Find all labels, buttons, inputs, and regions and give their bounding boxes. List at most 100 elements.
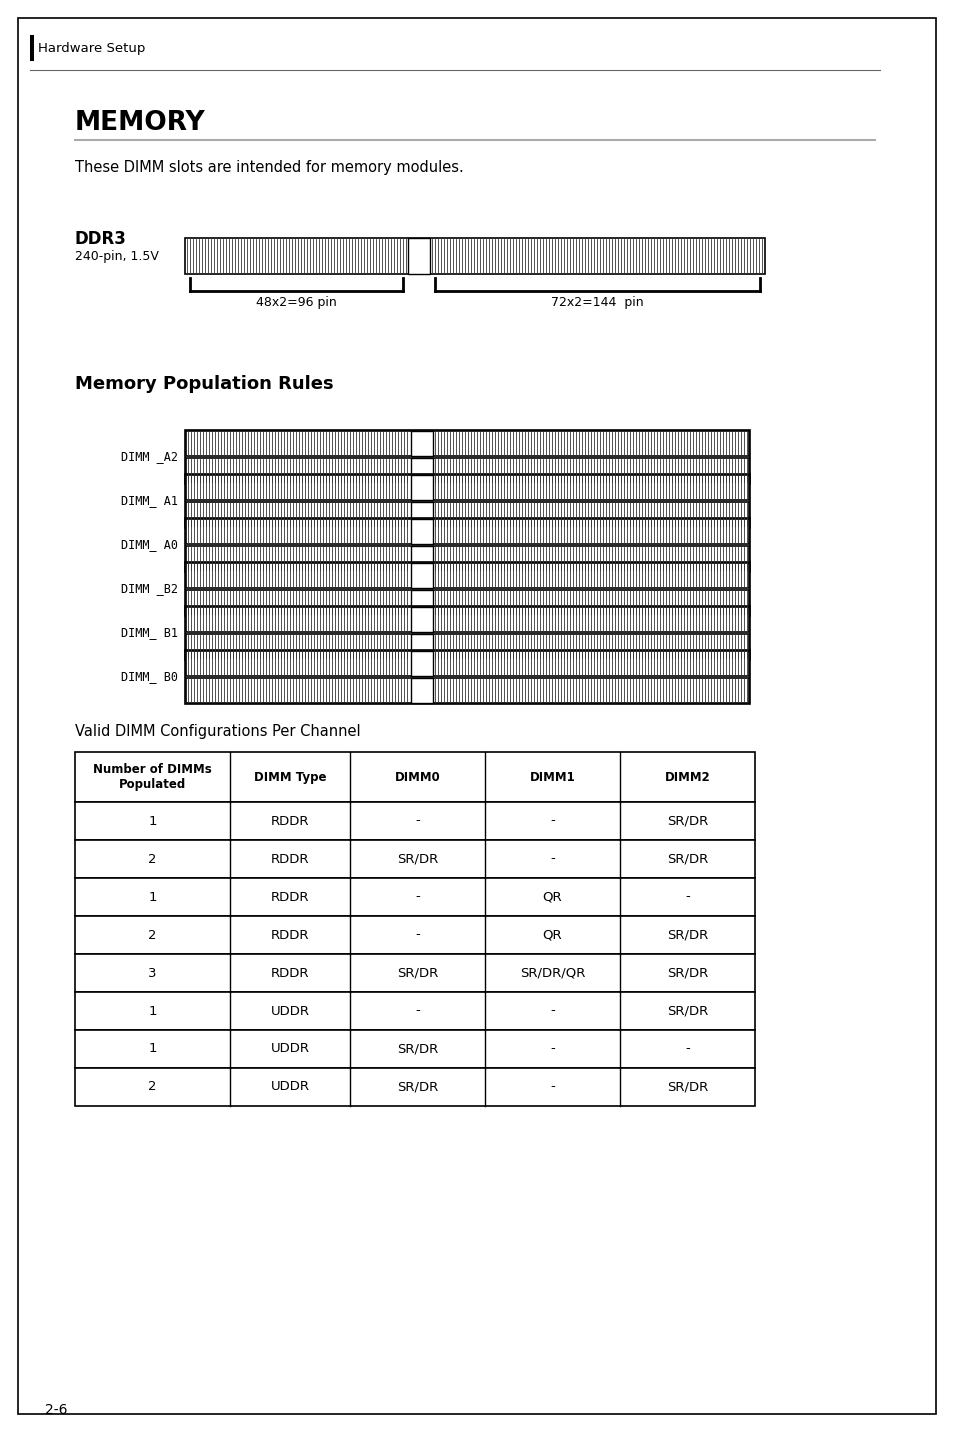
Text: Valid DIMM Configurations Per Channel: Valid DIMM Configurations Per Channel	[75, 725, 360, 739]
Text: -: -	[415, 891, 419, 904]
Text: SR/DR: SR/DR	[396, 1042, 437, 1055]
Bar	[411, 458, 433, 483]
Bar	[411, 677, 433, 703]
Text: DDR3: DDR3	[75, 231, 127, 248]
Bar	[411, 546, 433, 571]
Bar	[185, 474, 749, 528]
Bar	[186, 503, 748, 527]
Text: Memory Population Rules: Memory Population Rules	[75, 375, 334, 392]
Bar	[185, 606, 749, 660]
Bar	[75, 1068, 754, 1106]
Bar	[411, 431, 433, 455]
Text: 3: 3	[148, 967, 156, 979]
Text: 2-6: 2-6	[45, 1403, 68, 1418]
Text: RDDR: RDDR	[271, 891, 309, 904]
Text: 2: 2	[148, 852, 156, 865]
Bar	[411, 518, 433, 544]
Bar	[186, 677, 748, 703]
Bar	[186, 475, 748, 500]
Text: DIMM0: DIMM0	[395, 770, 440, 783]
Bar	[186, 546, 748, 571]
Text: -: -	[550, 815, 555, 828]
Text: RDDR: RDDR	[271, 852, 309, 865]
Text: These DIMM slots are intended for memory modules.: These DIMM slots are intended for memory…	[75, 160, 463, 175]
Text: Number of DIMMs
Populated: Number of DIMMs Populated	[93, 763, 212, 790]
Bar	[411, 607, 433, 632]
Bar	[411, 503, 433, 527]
Text: DIMM _A2: DIMM _A2	[121, 451, 178, 464]
Text: 2: 2	[148, 1081, 156, 1094]
Text: 1: 1	[148, 815, 156, 828]
Text: DIMM_ B1: DIMM_ B1	[121, 627, 178, 640]
Text: UDDR: UDDR	[271, 1042, 309, 1055]
Bar	[186, 607, 748, 632]
Text: -: -	[550, 852, 555, 865]
Text: 72x2=144  pin: 72x2=144 pin	[551, 296, 643, 309]
Bar	[411, 634, 433, 659]
Text: SR/DR: SR/DR	[666, 1004, 707, 1018]
Text: DIMM_ B0: DIMM_ B0	[121, 670, 178, 683]
Bar	[408, 238, 430, 274]
Text: DIMM _B2: DIMM _B2	[121, 583, 178, 596]
Text: SR/DR: SR/DR	[666, 1081, 707, 1094]
Bar	[75, 954, 754, 992]
Bar	[411, 475, 433, 500]
Bar	[186, 458, 748, 483]
Bar	[30, 34, 34, 62]
Text: SR/DR: SR/DR	[666, 815, 707, 828]
Text: 2: 2	[148, 928, 156, 941]
Text: 1: 1	[148, 1004, 156, 1018]
Text: Hardware Setup: Hardware Setup	[38, 42, 145, 54]
Text: -: -	[550, 1081, 555, 1094]
Bar	[185, 518, 749, 571]
Text: -: -	[415, 1004, 419, 1018]
Text: DIMM2: DIMM2	[664, 770, 710, 783]
Text: -: -	[550, 1042, 555, 1055]
Bar	[411, 652, 433, 676]
Text: DIMM Type: DIMM Type	[253, 770, 326, 783]
Text: 48x2=96 pin: 48x2=96 pin	[255, 296, 336, 309]
Text: DIMM_ A1: DIMM_ A1	[121, 494, 178, 507]
Bar	[186, 563, 748, 589]
Text: SR/DR: SR/DR	[666, 852, 707, 865]
Text: -: -	[684, 891, 689, 904]
Text: QR: QR	[542, 928, 561, 941]
Text: -: -	[684, 1042, 689, 1055]
Bar	[411, 563, 433, 589]
Bar	[75, 802, 754, 841]
Text: DIMM_ A0: DIMM_ A0	[121, 538, 178, 551]
Text: RDDR: RDDR	[271, 967, 309, 979]
Bar	[75, 1030, 754, 1068]
Text: 1: 1	[148, 1042, 156, 1055]
Text: -: -	[415, 928, 419, 941]
Text: QR: QR	[542, 891, 561, 904]
Text: SR/DR/QR: SR/DR/QR	[519, 967, 584, 979]
Text: SR/DR: SR/DR	[396, 967, 437, 979]
Bar	[186, 431, 748, 455]
Bar	[75, 841, 754, 878]
Text: MEMORY: MEMORY	[75, 110, 206, 136]
Text: -: -	[415, 815, 419, 828]
Text: SR/DR: SR/DR	[666, 967, 707, 979]
Bar	[75, 992, 754, 1030]
Text: UDDR: UDDR	[271, 1081, 309, 1094]
Bar	[186, 590, 748, 614]
Text: RDDR: RDDR	[271, 928, 309, 941]
Bar	[185, 561, 749, 616]
Bar	[411, 590, 433, 614]
Text: 1: 1	[148, 891, 156, 904]
Bar	[185, 430, 749, 484]
Text: 240-pin, 1.5V: 240-pin, 1.5V	[75, 251, 159, 263]
Bar	[185, 238, 764, 274]
Bar	[185, 650, 749, 705]
Bar	[75, 878, 754, 916]
Bar	[186, 652, 748, 676]
Bar	[186, 634, 748, 659]
Text: SR/DR: SR/DR	[396, 852, 437, 865]
Bar	[75, 752, 754, 802]
Bar	[186, 518, 748, 544]
Text: DIMM1: DIMM1	[529, 770, 575, 783]
Text: SR/DR: SR/DR	[666, 928, 707, 941]
Text: SR/DR: SR/DR	[396, 1081, 437, 1094]
Text: UDDR: UDDR	[271, 1004, 309, 1018]
